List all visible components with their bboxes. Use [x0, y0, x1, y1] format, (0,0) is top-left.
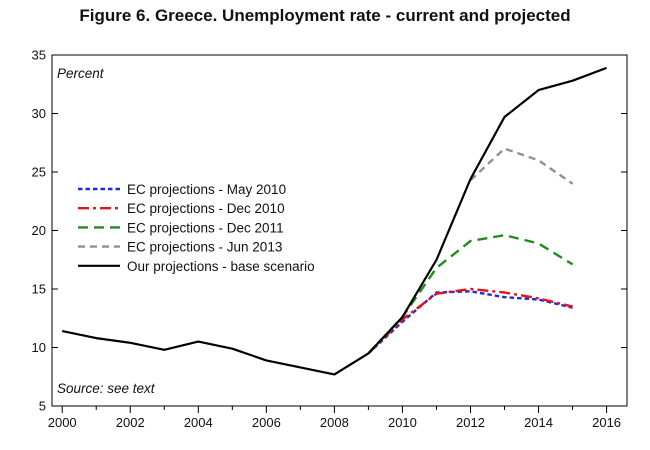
x-tick-label: 2008 — [320, 415, 349, 430]
legend-label-5: Our projections - base scenario — [127, 259, 315, 274]
legend-label-4: EC projections - Jun 2013 — [127, 240, 282, 255]
y-tick-label: 15 — [32, 282, 46, 297]
y-axis: 5 10 15 20 25 30 35 — [32, 48, 627, 414]
legend: EC projections - May 2010 EC projections … — [78, 182, 315, 274]
chart-title: Figure 6. Greece. Unemployment rate - cu… — [79, 6, 571, 25]
x-tick-label: 2010 — [388, 415, 417, 430]
x-tick-label: 2006 — [252, 415, 281, 430]
series-line-1 — [367, 290, 573, 355]
series-layer — [61, 66, 607, 376]
y-tick-label: 10 — [32, 340, 46, 355]
x-axis: 2000 2002 2004 2006 2008 2010 2012 2014 2016 — [48, 406, 621, 430]
x-tick-label: 2014 — [524, 415, 553, 430]
y-tick-label: 35 — [32, 48, 46, 63]
source-note: Source: see text — [57, 381, 156, 396]
y-tick-label: 5 — [39, 399, 46, 414]
legend-label-2: EC projections - Dec 2010 — [127, 201, 285, 216]
series-line-2 — [367, 287, 573, 355]
legend-label-3: EC projections - Dec 2011 — [127, 220, 284, 235]
x-tick-label: 2002 — [116, 415, 145, 430]
y-tick-label: 30 — [32, 106, 46, 121]
y-axis-label: Percent — [57, 66, 105, 81]
series-line-3 — [367, 233, 574, 355]
legend-label-1: EC projections - May 2010 — [127, 182, 286, 197]
x-tick-label: 2012 — [456, 415, 485, 430]
series-line-4 — [469, 147, 574, 185]
y-tick-label: 25 — [32, 165, 46, 180]
series-line-5 — [61, 66, 607, 376]
x-tick-label: 2016 — [592, 415, 621, 430]
x-tick-label: 2004 — [184, 415, 213, 430]
y-tick-label: 20 — [32, 223, 46, 238]
x-tick-label: 2000 — [48, 415, 77, 430]
